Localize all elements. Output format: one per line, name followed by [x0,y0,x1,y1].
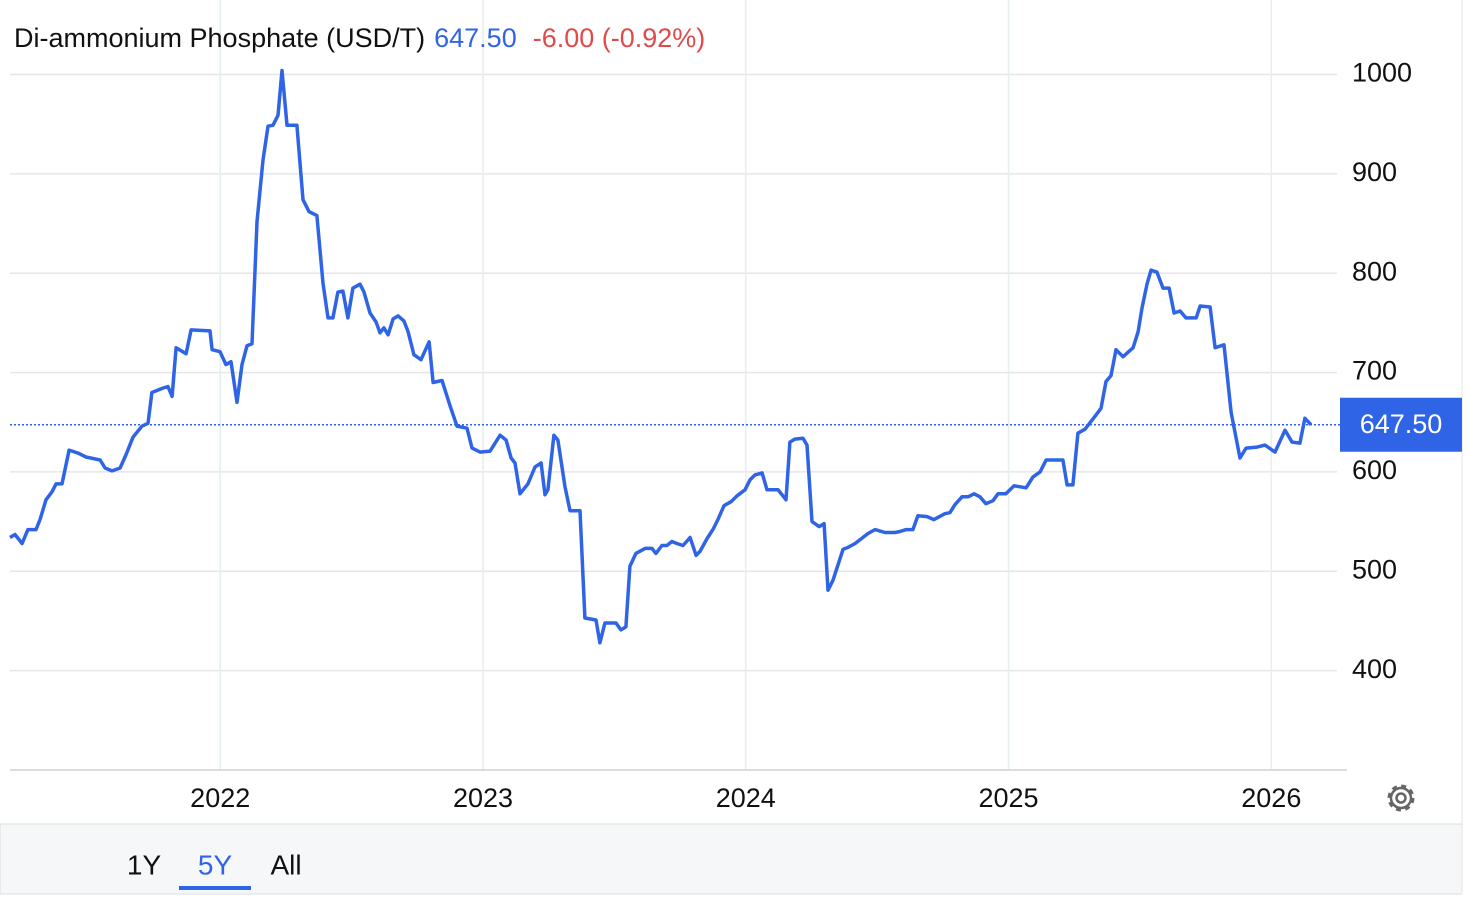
x-tick-label: 2026 [1241,783,1301,813]
price-change: -6.00 (-0.92%) [533,23,706,53]
y-tick-label: 600 [1352,455,1397,485]
last-price-box [1340,397,1462,452]
range-button[interactable]: All [270,849,301,880]
y-tick-label: 400 [1352,654,1397,684]
y-tick-label: 800 [1352,256,1397,286]
x-tick-label: 2023 [453,783,513,813]
y-tick-label: 700 [1352,356,1397,386]
x-tick-label: 2022 [190,783,250,813]
range-button[interactable]: 1Y [127,849,162,880]
y-tick-label: 900 [1352,157,1397,187]
price-line [9,68,1313,645]
last-price-label: 647.50 [1360,409,1443,439]
range-bar [0,823,1463,895]
range-underline [179,886,251,890]
y-tick-label: 1000 [1352,58,1412,88]
chart-title: Di-ammonium Phosphate (USD/T) 647.50 -6.00… [14,23,705,53]
range-button[interactable]: 5Y [198,849,233,880]
x-tick-label: 2024 [716,783,776,813]
y-tick-label: 500 [1352,554,1397,584]
title-text: Di-ammonium Phosphate (USD/T) [14,23,425,53]
settings-icon[interactable] [1387,784,1415,812]
x-tick-label: 2025 [978,783,1038,813]
price: 647.50 [434,23,517,53]
